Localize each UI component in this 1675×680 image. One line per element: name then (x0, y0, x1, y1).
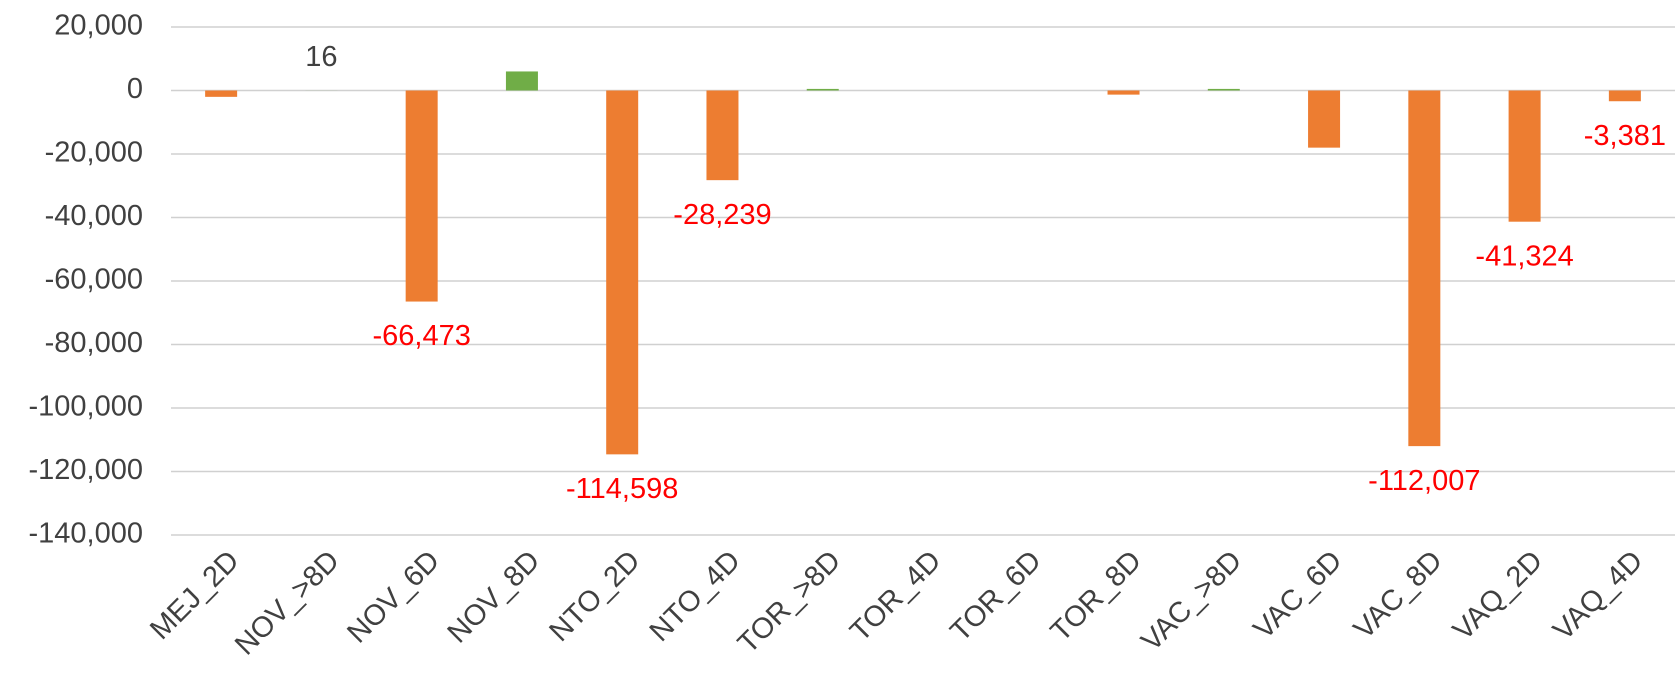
x-tick-label: VAC_6D (1248, 545, 1349, 646)
bar (1107, 90, 1140, 95)
x-tick-label: VAC_8D (1348, 545, 1449, 646)
y-tick-label: -80,000 (45, 327, 143, 359)
y-tick-label: -120,000 (29, 454, 144, 486)
data-label: -3,381 (1584, 120, 1666, 152)
data-label: -41,324 (1475, 240, 1573, 272)
x-tick-label: NOV_6D (341, 545, 446, 650)
x-tick-label: VAQ_2D (1447, 545, 1549, 647)
x-tick-label: VAC_>8D (1135, 545, 1248, 658)
y-tick-label: -40,000 (45, 200, 143, 232)
bar (1608, 90, 1641, 102)
x-tick-label: TOR_>8D (732, 545, 847, 660)
bar (205, 90, 238, 97)
x-tick-label: TOR_6D (944, 545, 1047, 648)
x-tick-label: MEJ_2D (144, 545, 245, 646)
y-tick-label: 20,000 (54, 10, 143, 42)
bar (706, 90, 739, 181)
x-tick-label: TOR_4D (844, 545, 947, 648)
bar (606, 90, 639, 455)
x-tick-label: NTO_2D (543, 545, 646, 648)
bar (405, 90, 438, 302)
x-tick-label: TOR_8D (1045, 545, 1148, 648)
data-label: -66,473 (372, 320, 470, 352)
x-tick-label: NTO_4D (644, 545, 747, 648)
y-tick-label: -100,000 (29, 391, 144, 423)
data-label: -28,239 (673, 199, 771, 231)
bar (505, 71, 538, 91)
x-tick-label: NOV_>8D (229, 545, 346, 662)
bar (1408, 90, 1441, 447)
data-label: -112,007 (1368, 465, 1480, 497)
x-tick-label: NOV_8D (442, 545, 547, 650)
y-tick-label: -60,000 (45, 264, 143, 296)
bar (1308, 90, 1341, 148)
bar (1508, 90, 1541, 222)
y-tick-label: 0 (127, 73, 143, 105)
y-tick-label: -140,000 (29, 518, 144, 550)
data-label: 16 (305, 41, 337, 73)
x-tick-label: VAQ_4D (1547, 545, 1649, 647)
y-tick-label: -20,000 (45, 137, 143, 169)
bar (1207, 88, 1240, 91)
bar (806, 88, 839, 91)
data-label: -114,598 (566, 473, 678, 505)
